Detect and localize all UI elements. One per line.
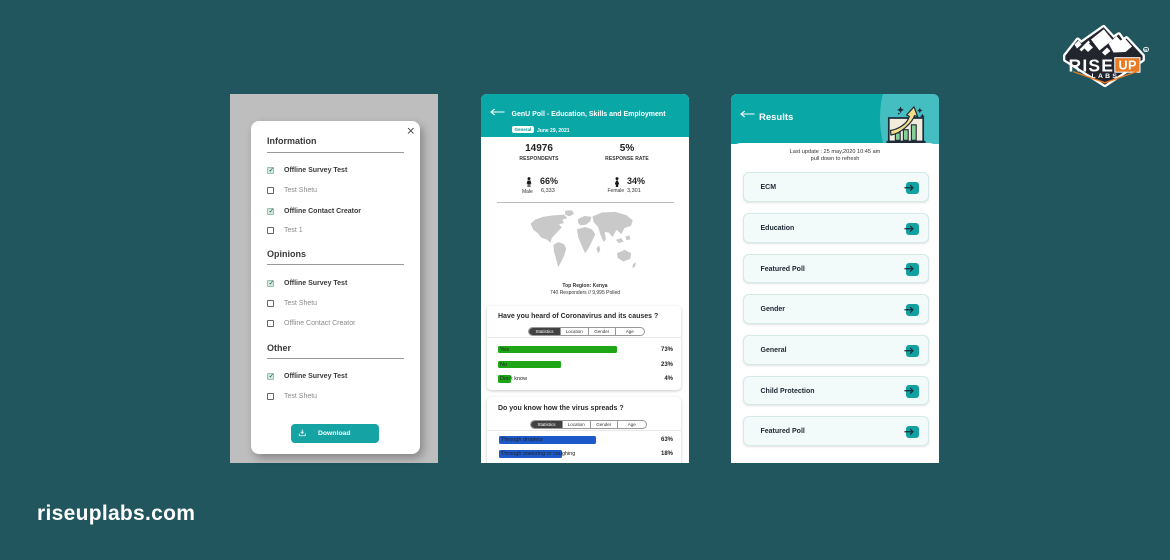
svg-text:LABS: LABS — [1092, 73, 1120, 80]
svg-text:RISE: RISE — [1069, 55, 1115, 75]
svg-text:UP: UP — [1119, 59, 1137, 73]
